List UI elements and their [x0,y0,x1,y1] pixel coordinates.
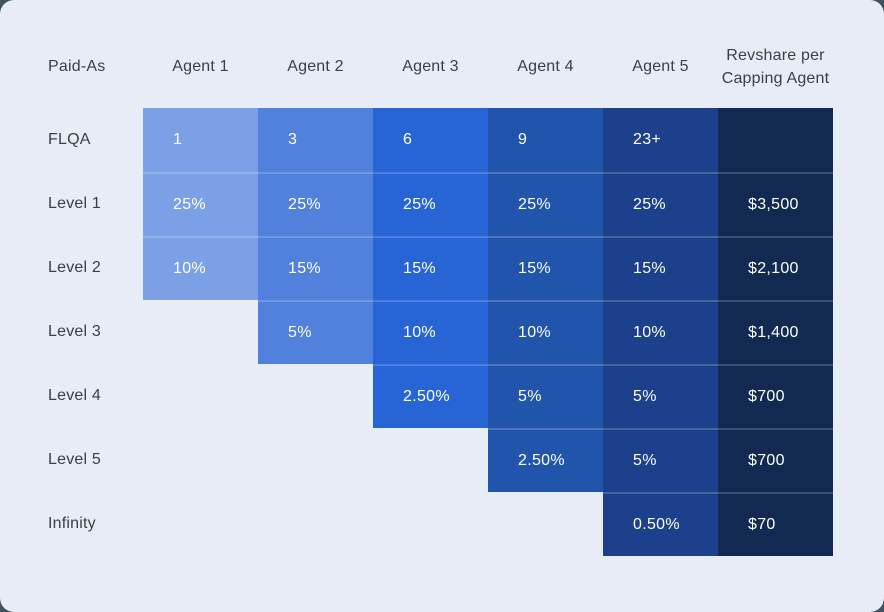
row-label: Infinity [48,515,96,532]
table-cell: 5% [603,428,718,492]
table-cell: 25% [258,172,373,236]
table-cell: 5% [258,300,373,364]
table-cell: 10% [143,236,258,300]
table-cell: 25% [488,172,603,236]
table-cell: 2.50% [488,428,603,492]
table-cell: 6 [373,108,488,172]
empty-cell [143,364,258,428]
empty-cell [143,492,258,556]
table-cell: 0.50% [603,492,718,556]
revshare-table-wrap: Paid-As Agent 1 Agent 2 Agent 3 Agent 4 Agent… [48,0,833,556]
table-cell: 10% [488,300,603,364]
table-cell: 25% [373,172,488,236]
revshare-cell [718,108,833,172]
row-label: Level 3 [48,323,101,340]
row-label: Level 4 [48,387,101,404]
table-cell: 9 [488,108,603,172]
revshare-cell: $3,500 [718,172,833,236]
column-header-agent-4: Agent 4 [517,58,574,76]
revshare-cell: $700 [718,428,833,492]
table-cell: 15% [488,236,603,300]
table-cell: 10% [373,300,488,364]
empty-cell [258,428,373,492]
empty-cell [373,492,488,556]
column-header-revshare: Revshare per Capping Agent [721,46,830,87]
empty-cell [373,428,488,492]
revshare-cell: $70 [718,492,833,556]
row-label: Level 1 [48,195,101,212]
table-cell: 10% [603,300,718,364]
table-cell: 15% [603,236,718,300]
empty-cell [143,428,258,492]
table-cell: 23+ [603,108,718,172]
row-label: Level 5 [48,451,101,468]
table-cell: 5% [603,364,718,428]
table-cell: 15% [258,236,373,300]
table-cell: 1 [143,108,258,172]
column-header-agent-2: Agent 2 [287,58,344,76]
table-cell: 25% [143,172,258,236]
column-header-agent-3: Agent 3 [402,58,459,76]
table-cell: 2.50% [373,364,488,428]
revshare-table: Paid-As Agent 1 Agent 2 Agent 3 Agent 4 Agent… [48,0,833,556]
row-label: Level 2 [48,259,101,276]
column-header-agent-1: Agent 1 [172,58,229,76]
row-label: FLQA [48,131,91,148]
column-header-paid-as: Paid-As [48,58,106,76]
revshare-cell: $700 [718,364,833,428]
column-header-agent-5: Agent 5 [632,58,689,76]
revshare-cell: $2,100 [718,236,833,300]
table-cell: 25% [603,172,718,236]
empty-cell [258,492,373,556]
table-cell: 5% [488,364,603,428]
empty-cell [488,492,603,556]
empty-cell [258,364,373,428]
revshare-cell: $1,400 [718,300,833,364]
table-cell: 15% [373,236,488,300]
empty-cell [143,300,258,364]
table-cell: 3 [258,108,373,172]
